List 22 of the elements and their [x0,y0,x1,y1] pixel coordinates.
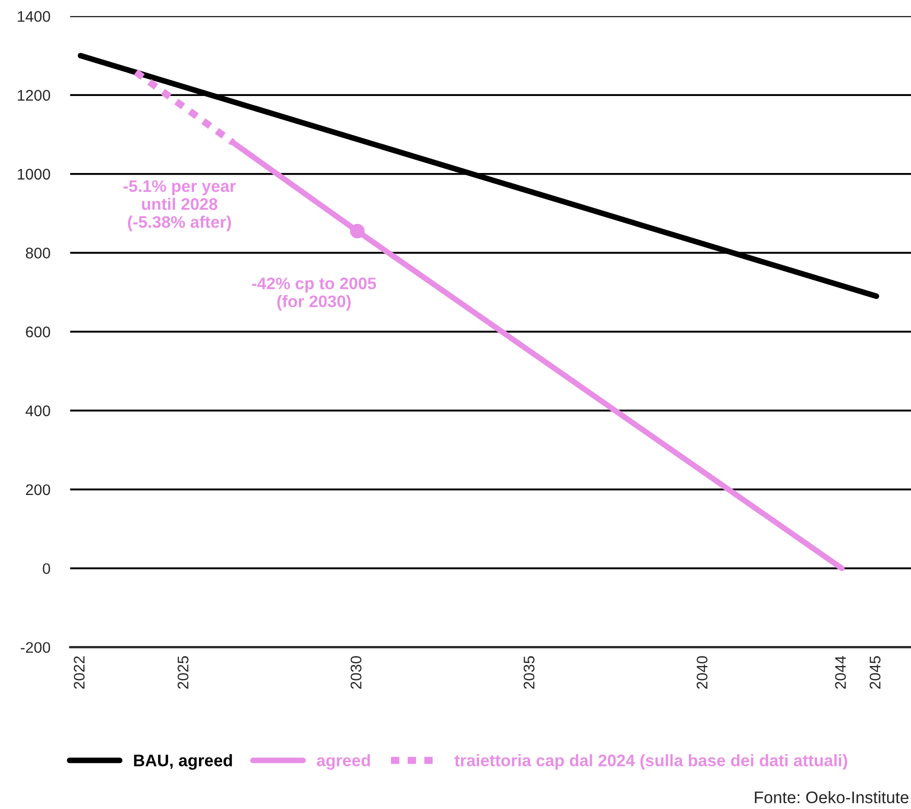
y-tick-label: -200 [20,642,50,653]
annotation: -5.1% per year until 2028 (-5.38% after) [124,180,236,232]
legend-label: agreed [316,754,370,770]
annotation: -42% cp to 2005 (for 2030) [252,278,376,311]
y-tick-label: 400 [26,405,50,416]
y-tick-label: 1400 [18,11,50,22]
source-note: Fonte: Oeko-Institute [754,791,908,804]
y-tick-label: 1200 [18,90,50,101]
x-tick-label: 2040 [696,656,708,689]
legend-label: traiettoria cap dal 2024 (sulla base dei dati attuali) [454,754,848,770]
x-tick-label: 2044 [835,656,846,689]
y-tick-label: 1000 [18,168,50,180]
x-tick-label: 2022 [74,656,85,689]
x-tick-label: 2045 [870,656,880,689]
x-tick-label: 2025 [178,656,188,689]
y-tick-label: 800 [26,248,50,258]
y-tick-label: 600 [26,326,50,338]
legend-label: BAU, agreed [134,754,232,770]
y-tick-label: 200 [26,484,50,496]
x-tick-label: 2035 [524,656,534,689]
y-tick-label: 0 [42,563,50,574]
x-tick-label: 2030 [350,656,362,689]
